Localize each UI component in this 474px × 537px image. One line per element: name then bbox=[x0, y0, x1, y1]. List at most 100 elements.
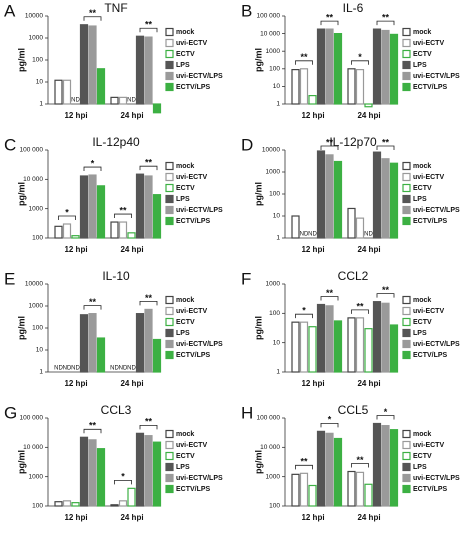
y-tick-label: 10000 bbox=[25, 281, 43, 288]
y-tick-label: 10 bbox=[36, 79, 44, 86]
significance-label: ** bbox=[300, 52, 308, 62]
y-tick-label: 100 bbox=[269, 503, 280, 510]
x-tick-label: 24 hpi bbox=[120, 111, 143, 120]
bar bbox=[62, 223, 72, 239]
bar bbox=[54, 225, 63, 239]
value-label: ND bbox=[127, 98, 136, 104]
significance-bracket bbox=[83, 428, 102, 434]
bar bbox=[316, 430, 326, 507]
significance-label: * bbox=[328, 415, 332, 425]
chart-title: IL-12p40 bbox=[92, 135, 140, 149]
bar bbox=[54, 79, 63, 105]
legend-swatch bbox=[165, 194, 174, 204]
x-tick-label: 12 hpi bbox=[301, 111, 324, 120]
significance-label: ** bbox=[145, 158, 153, 168]
bar bbox=[381, 158, 390, 239]
significance-label: ** bbox=[356, 301, 364, 311]
legend-label: LPS bbox=[413, 196, 427, 203]
bar bbox=[381, 425, 390, 507]
bar bbox=[325, 28, 334, 105]
legend-swatch bbox=[165, 295, 174, 305]
value-label: ND bbox=[127, 366, 136, 372]
bar bbox=[364, 328, 373, 373]
bar bbox=[347, 470, 356, 507]
bar bbox=[152, 441, 162, 507]
bar bbox=[316, 28, 326, 105]
bar bbox=[364, 483, 373, 507]
bar bbox=[144, 308, 153, 373]
bar bbox=[79, 175, 89, 239]
bar bbox=[364, 103, 373, 108]
x-tick-label: 24 hpi bbox=[357, 111, 380, 120]
legend-swatch bbox=[402, 295, 411, 305]
panel-letter: F bbox=[241, 269, 251, 288]
legend-label: uvi-ECTV bbox=[176, 308, 207, 315]
bar bbox=[291, 215, 300, 239]
significance-label: * bbox=[358, 52, 362, 62]
legend-label: ECTV bbox=[413, 453, 432, 460]
significance-bracket bbox=[351, 309, 369, 314]
bar bbox=[118, 96, 128, 105]
bar bbox=[372, 301, 382, 373]
bar bbox=[110, 96, 119, 105]
bar bbox=[372, 28, 382, 105]
x-tick-label: 12 hpi bbox=[64, 245, 87, 254]
y-tick-label: 100 000 bbox=[257, 13, 281, 20]
panel-letter: B bbox=[241, 1, 252, 20]
significance-bracket bbox=[114, 479, 132, 485]
legend-label: uvi-ECTV/LPS bbox=[413, 207, 460, 214]
bar bbox=[299, 472, 309, 507]
bar bbox=[308, 326, 317, 373]
significance-bracket bbox=[58, 215, 76, 221]
bar bbox=[347, 68, 356, 105]
y-tick-label: 1000 bbox=[29, 473, 44, 480]
legend-swatch bbox=[165, 71, 174, 81]
y-tick-label: 10 bbox=[273, 83, 281, 90]
legend-swatch bbox=[402, 216, 411, 226]
legend-swatch bbox=[165, 484, 174, 494]
legend-swatch bbox=[165, 473, 174, 483]
significance-bracket bbox=[351, 463, 369, 468]
y-tick-label: 1000 bbox=[266, 48, 281, 55]
legend-label: ECTV bbox=[413, 185, 432, 192]
bar bbox=[127, 232, 136, 239]
significance-label: ** bbox=[89, 8, 97, 18]
bar bbox=[333, 32, 343, 105]
bar bbox=[88, 25, 97, 105]
legend-label: mock bbox=[176, 297, 194, 304]
significance-bracket bbox=[139, 301, 158, 306]
legend-label: ECTV/LPS bbox=[176, 84, 211, 91]
bar bbox=[389, 33, 399, 105]
bar bbox=[152, 338, 162, 373]
legend-swatch bbox=[165, 38, 174, 48]
legend-label: uvi-ECTV bbox=[176, 40, 207, 47]
bar bbox=[325, 432, 334, 507]
y-tick-label: 10 000 bbox=[260, 30, 280, 37]
legend-swatch bbox=[402, 161, 411, 171]
bar bbox=[144, 36, 153, 105]
legend-label: uvi-ECTV bbox=[413, 442, 444, 449]
legend-swatch bbox=[402, 451, 411, 461]
bar bbox=[110, 504, 119, 507]
significance-bracket bbox=[83, 305, 102, 310]
legend-swatch bbox=[165, 317, 174, 327]
y-tick-label: 1 bbox=[276, 235, 280, 242]
legend-swatch bbox=[402, 328, 411, 338]
panel-letter: C bbox=[4, 135, 16, 154]
y-tick-label: 100 bbox=[269, 191, 280, 198]
y-tick-label: 100 bbox=[32, 235, 43, 242]
bar bbox=[135, 313, 145, 373]
legend-label: ECTV/LPS bbox=[413, 218, 448, 225]
panel-letter: A bbox=[4, 1, 16, 20]
x-tick-label: 12 hpi bbox=[301, 379, 324, 388]
significance-bracket bbox=[139, 424, 158, 430]
chart-title: IL-6 bbox=[343, 1, 364, 15]
legend-label: uvi-ECTV/LPS bbox=[413, 475, 460, 482]
significance-bracket bbox=[376, 20, 395, 26]
value-label: ND bbox=[300, 232, 309, 238]
legend-swatch bbox=[165, 172, 174, 182]
bar bbox=[291, 321, 300, 373]
legend-swatch bbox=[165, 339, 174, 349]
y-axis-label: pg/ml bbox=[16, 450, 26, 474]
y-tick-label: 1 bbox=[276, 101, 280, 108]
